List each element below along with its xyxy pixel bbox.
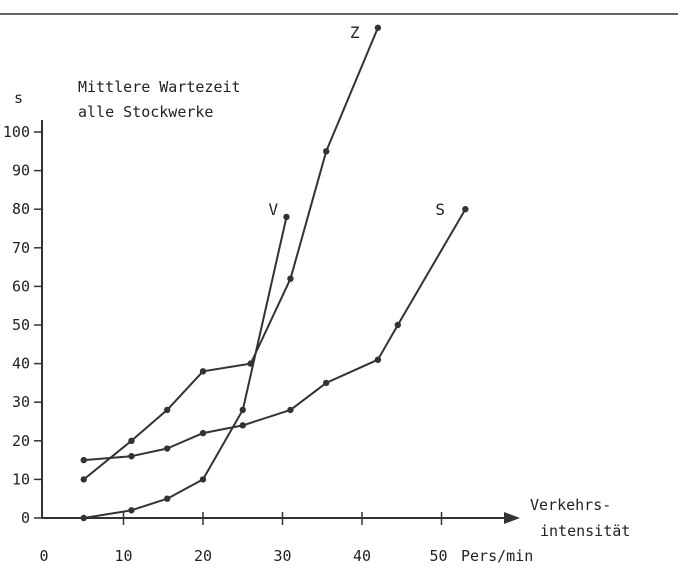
series-v-point-4: [239, 406, 246, 414]
y-tick-label-60: 60: [12, 277, 30, 295]
series-line-s: [83, 208, 467, 462]
y-tick-label-50: 50: [12, 316, 30, 334]
chart-title-line-2: alle Stockwerke: [78, 103, 213, 121]
x-axis-label-line-2: intensität: [540, 522, 630, 540]
y-tick-label-10: 10: [12, 470, 30, 488]
series-z-point-3: [199, 368, 207, 375]
y-tick-label-100: 100: [3, 123, 30, 141]
series-z-point-2: [164, 406, 171, 414]
series-s-point-9: [462, 206, 469, 213]
series-v-point-5: [283, 213, 290, 221]
x-tick-label-10: 10: [114, 547, 132, 565]
series-label-z: Z: [350, 23, 360, 42]
series-line-v: [83, 216, 288, 519]
series-z-point-5: [287, 275, 294, 282]
series-group: V Z S: [80, 23, 469, 522]
series-line-z: [83, 27, 379, 481]
series-label-s: S: [435, 200, 445, 219]
x-axis-label-line-1: Verkehrs-: [530, 496, 611, 514]
y-tick-label-20: 20: [12, 432, 30, 450]
series-z-point-7: [374, 24, 382, 31]
y-axis-label: s: [14, 89, 23, 107]
series-v-point-0: [80, 514, 87, 522]
series-s-point-8: [394, 321, 401, 329]
series-z-point-1: [128, 437, 135, 444]
series-z-point-4: [247, 360, 254, 367]
x-tick-label-40: 40: [353, 547, 371, 565]
series-s-point-6: [323, 379, 330, 387]
series-v-point-1: [128, 507, 135, 514]
series-z-point-6: [323, 148, 330, 155]
series-s-point-4: [239, 422, 246, 429]
y-tick-label-30: 30: [12, 393, 30, 411]
axes: [41, 120, 520, 524]
y-tick-label-70: 70: [12, 239, 30, 257]
x-tick-label-50: 50: [430, 547, 448, 565]
x-axis-arrowhead: [504, 512, 520, 524]
series-s-point-5: [287, 406, 294, 414]
series-v-point-2: [164, 495, 171, 502]
series-s-point-3: [199, 429, 207, 437]
x-tick-label-0: 0: [39, 547, 48, 565]
x-axis-unit-label: Pers/min: [461, 547, 533, 565]
series-s-point-7: [374, 356, 382, 363]
series-s-point-2: [164, 445, 171, 452]
series-v-point-3: [199, 476, 207, 483]
series-s-point-0: [80, 456, 87, 464]
series-label-v: V: [268, 200, 278, 219]
y-tick-label-0: 0: [21, 509, 30, 527]
y-tick-label-90: 90: [12, 162, 30, 180]
y-tick-label-40: 40: [12, 355, 30, 373]
x-tick-label-30: 30: [273, 547, 291, 565]
y-tick-label-80: 80: [12, 200, 30, 218]
chart-title-line-1: Mittlere Wartezeit: [78, 78, 241, 96]
series-z-point-0: [80, 476, 87, 483]
series-s-point-1: [128, 453, 135, 460]
x-tick-label-20: 20: [194, 547, 212, 565]
ticks: 0 10 20 30 40 50 60 70 80 90 100 0 10 20 30 40 50: [3, 123, 448, 565]
